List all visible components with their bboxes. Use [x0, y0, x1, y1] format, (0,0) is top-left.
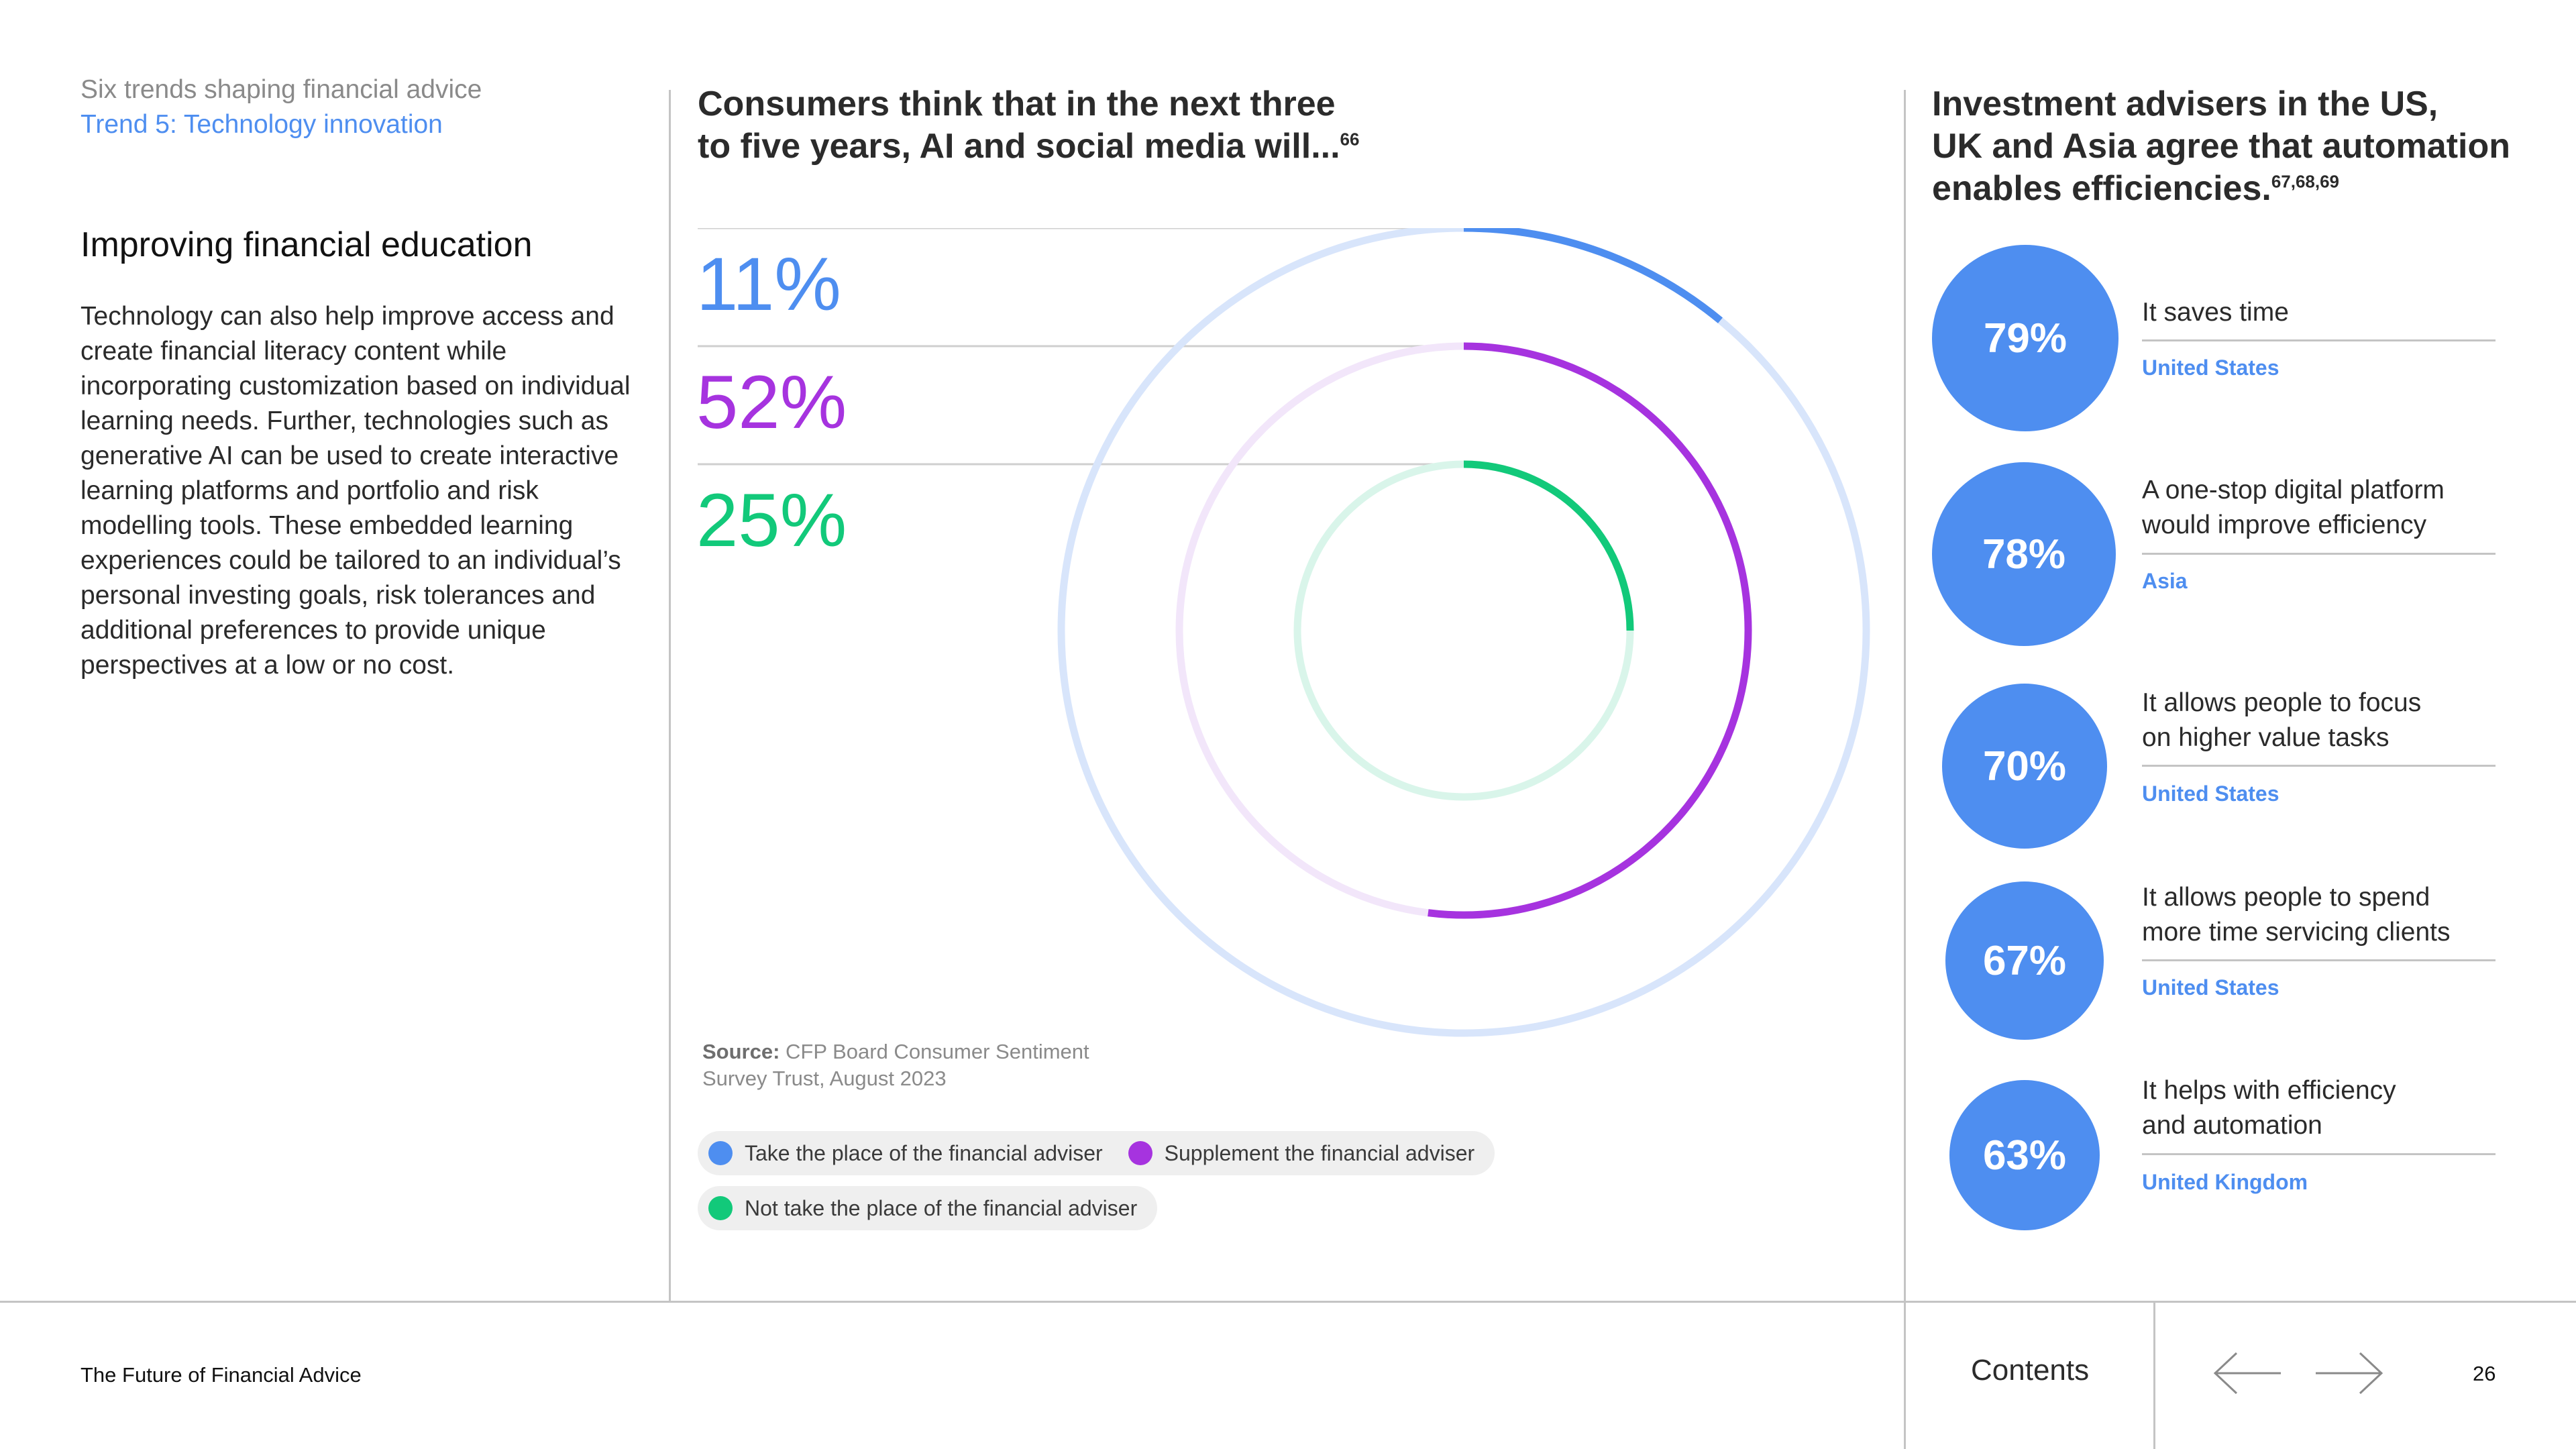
stat-line: It saves time: [2142, 298, 2289, 327]
page-number: 26: [2473, 1362, 2496, 1385]
stat-line: would improve efficiency: [2142, 511, 2427, 539]
stat-text-saves-time: It saves time: [2142, 295, 2518, 330]
contents-link[interactable]: Contents: [1971, 1354, 2090, 1387]
stat-rule: [2142, 339, 2496, 341]
chart-title-line1: Consumers think that in the next three: [698, 85, 1336, 123]
ring-not-take-place-arc: [1463, 460, 1634, 631]
radial-chart: [698, 228, 1870, 1037]
legend-row-2: Not take the place of the financial advi…: [698, 1186, 1158, 1230]
stat-text-one-stop-platform: A one-stop digital platform would improv…: [2142, 473, 2518, 543]
stat-region-efficiency-automation: United Kingdom: [2142, 1170, 2308, 1194]
legend-item-not-take-place: Not take the place of the financial advi…: [708, 1196, 1137, 1221]
stat-text-efficiency-automation: It helps with efficiency and automation: [2142, 1073, 2518, 1143]
stat-circle-focus-tasks: 70%: [1942, 684, 2107, 849]
stat-line: It allows people to focus: [2142, 688, 2422, 717]
pct-label-take-place: 11%: [696, 242, 841, 326]
stat-line: It helps with efficiency: [2142, 1076, 2396, 1105]
footer-rule: [0, 1301, 2576, 1303]
pct-label-not-take-place: 25%: [696, 478, 847, 562]
arrow-left-icon[interactable]: [2211, 1350, 2285, 1397]
stat-line: It allows people to spend: [2142, 883, 2430, 912]
arrow-right-icon[interactable]: [2312, 1350, 2385, 1397]
stat-line: more time servicing clients: [2142, 918, 2451, 947]
report-kicker: Six trends shaping financial advice: [80, 75, 482, 104]
legend-row-1: Take the place of the financial adviser …: [698, 1131, 1495, 1175]
stat-rule: [2142, 959, 2496, 961]
stats-title-line1: Investment advisers in the US,: [1932, 85, 2438, 123]
stat-region-servicing-clients: United States: [2142, 975, 2279, 1000]
chart-source: Source: CFP Board Consumer Sentiment Sur…: [702, 1038, 1105, 1092]
legend-label-supplement: Supplement the financial adviser: [1164, 1140, 1475, 1165]
trend-link[interactable]: Trend 5: Technology innovation: [80, 110, 443, 139]
pct-label-supplement: 52%: [696, 360, 847, 444]
stat-circle-servicing-clients: 67%: [1945, 881, 2104, 1040]
stat-region-one-stop-platform: Asia: [2142, 569, 2188, 593]
stat-region-saves-time: United States: [2142, 356, 2279, 380]
stat-line: and automation: [2142, 1111, 2322, 1140]
column-divider-right: [1904, 90, 1906, 1449]
chart-title-reference: 66: [1340, 129, 1360, 150]
stat-region-focus-tasks: United States: [2142, 782, 2279, 806]
ring-take-place-track: [1057, 228, 1870, 1037]
stats-title-line2: UK and Asia agree that automation: [1932, 127, 2510, 166]
stat-line: A one-stop digital platform: [2142, 476, 2445, 504]
stat-circle-one-stop-platform: 78%: [1932, 462, 2116, 646]
legend-dot-green: [708, 1196, 733, 1220]
legend-item-take-place: Take the place of the financial adviser: [708, 1141, 1103, 1166]
stat-circle-efficiency-automation: 63%: [1949, 1080, 2100, 1230]
source-text: CFP Board Consumer Sentiment Survey Trus…: [702, 1040, 1089, 1090]
chart-title: Consumers think that in the next three t…: [698, 83, 1368, 168]
stat-text-servicing-clients: It allows people to spend more time serv…: [2142, 880, 2518, 950]
ring-take-place-arc: [1463, 228, 1723, 323]
legend-item-supplement: Supplement the financial adviser: [1128, 1140, 1475, 1166]
footer-divider: [2153, 1301, 2155, 1449]
body-paragraph: Technology can also help improve access …: [80, 302, 631, 680]
legend-label-take-place: Take the place of the financial adviser: [745, 1140, 1103, 1165]
stat-text-focus-tasks: It allows people to focus on higher valu…: [2142, 686, 2518, 755]
stat-rule: [2142, 765, 2496, 767]
stats-title-reference: 67,68,69: [2271, 171, 2340, 192]
legend-dot-blue: [708, 1141, 733, 1165]
ring-supplement-arc: [1428, 342, 1752, 919]
legend-dot-purple: [1128, 1141, 1152, 1165]
report-title: The Future of Financial Advice: [80, 1363, 362, 1387]
stat-line: on higher value tasks: [2142, 723, 2390, 752]
chart-title-line2: to five years, AI and social media will.…: [698, 127, 1340, 166]
stats-title-line3: enables efficiencies.: [1932, 169, 2271, 208]
stat-rule: [2142, 553, 2496, 555]
stat-circle-saves-time: 79%: [1932, 245, 2118, 431]
stats-title: Investment advisers in the US, UK and As…: [1932, 83, 2536, 210]
stat-rule: [2142, 1153, 2496, 1155]
legend-label-not-take-place: Not take the place of the financial advi…: [745, 1195, 1138, 1220]
source-label: Source:: [702, 1040, 780, 1063]
section-heading: Improving financial education: [80, 225, 533, 264]
column-divider-left: [669, 90, 671, 1301]
